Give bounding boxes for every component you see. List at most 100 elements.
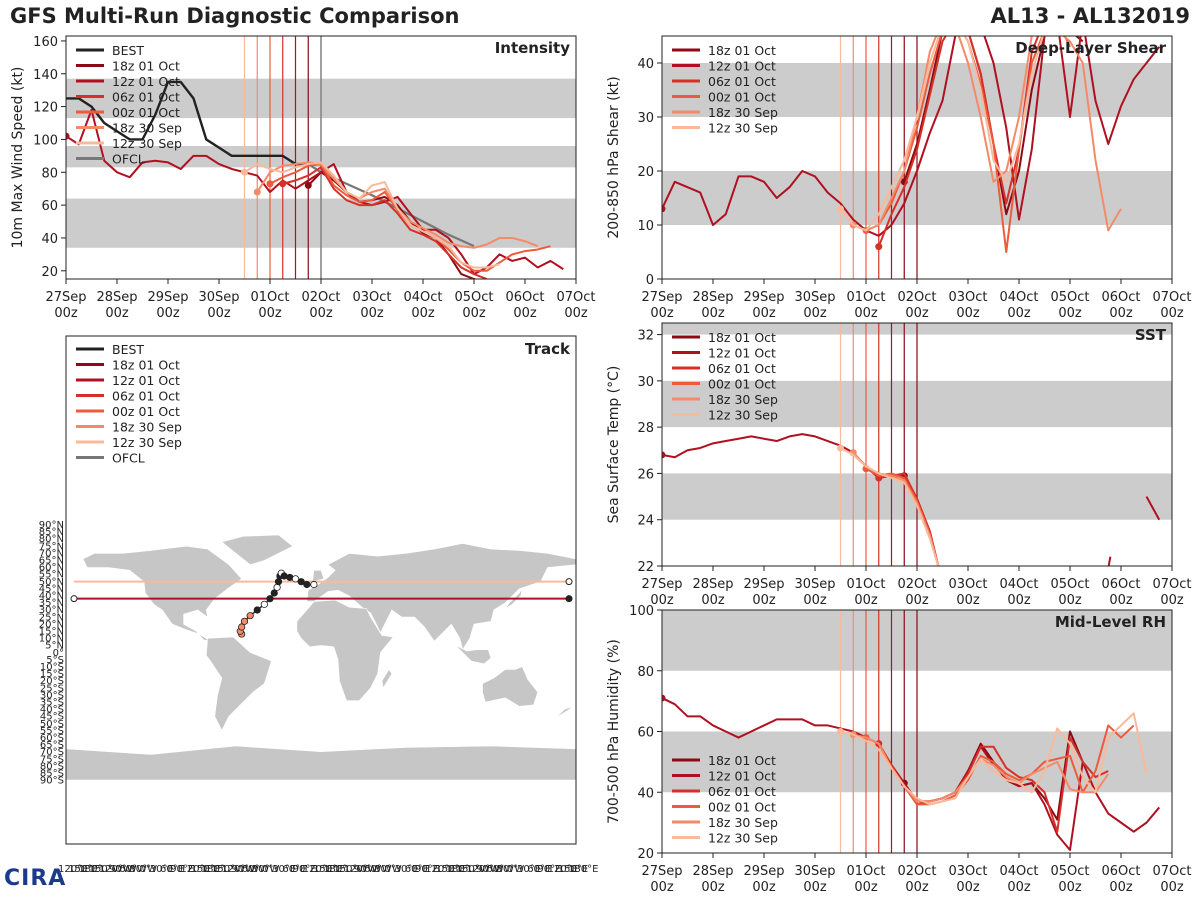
lat-label-26: 40°S <box>40 705 64 716</box>
intensity-xtick-sublabel-8: 00z <box>462 306 486 321</box>
sst-xtick-sublabel-7: 00z <box>1007 593 1031 608</box>
rh-ytick-label-0: 20 <box>637 847 654 862</box>
shear-xtick-label-3: 30Sep <box>794 290 835 305</box>
shear-xtick-label-8: 05Oct <box>1050 290 1089 305</box>
cira-logo: CIRA <box>4 866 67 891</box>
lat-label-34: 80°S <box>40 761 64 772</box>
shear-xtick-sublabel-10: 00z <box>1160 306 1184 321</box>
intensity-ytick-label-4: 100 <box>33 133 58 148</box>
lon-label-15: 150°W <box>211 864 245 875</box>
intensity-xtick-sublabel-3: 00z <box>207 306 231 321</box>
lon-label-11: 90°E <box>170 864 194 875</box>
sst-xtick-label-8: 05Oct <box>1050 577 1089 592</box>
lat-label-27: 45°S <box>40 712 64 723</box>
lat-label-30: 60°S <box>40 733 64 744</box>
lon-label-43: 30°W <box>497 864 525 875</box>
lat-label-22: 20°S <box>40 676 64 687</box>
intensity-legend-label-3: 06z 01 Oct <box>112 90 180 105</box>
lat-label-20: 10°S <box>40 662 64 673</box>
shear-xtick-sublabel-3: 00z <box>803 306 827 321</box>
shear-xtick-sublabel-5: 00z <box>905 306 929 321</box>
lon-label-31: 30°W <box>374 864 402 875</box>
shear-xtick-sublabel-6: 00z <box>956 306 980 321</box>
lat-label-28: 50°S <box>40 719 64 730</box>
intensity-xtick-label-4: 01Oct <box>250 290 289 305</box>
intensity-series-5-start-dot <box>266 180 274 188</box>
intensity-legend-label-1: 18z 01 Oct <box>112 59 180 74</box>
sst-series-1-start-dot <box>662 451 666 459</box>
intensity-xtick-sublabel-5: 00z <box>309 306 333 321</box>
lat-label-8: 50°N <box>39 577 64 588</box>
track-legend-label-1: 18z 01 Oct <box>112 358 180 373</box>
lon-label-30: 60°W <box>364 864 392 875</box>
lon-label-32: 0° <box>384 864 395 875</box>
rh-xtick-sublabel-6: 00z <box>956 880 980 895</box>
lon-label-18: 60°W <box>242 864 270 875</box>
lat-label-6: 60°N <box>39 563 64 574</box>
best-track-point-6 <box>260 600 268 608</box>
intensity-ytick-label-3: 80 <box>41 166 58 181</box>
lat-label-36: 90°S <box>40 776 64 787</box>
track-map <box>66 534 576 781</box>
best-track-point-2 <box>238 623 246 631</box>
sst-xtick-label-1: 28Sep <box>692 577 733 592</box>
intensity-series-6-start-dot <box>253 188 261 196</box>
sst-xtick-label-0: 27Sep <box>641 577 682 592</box>
sst-legend-label-2: 06z 01 Oct <box>708 361 776 376</box>
best-track-point-4 <box>246 612 254 620</box>
intensity-xtick-label-5: 02Oct <box>301 290 340 305</box>
sst-xtick-sublabel-0: 00z <box>650 593 674 608</box>
lon-label-20: 0° <box>262 864 273 875</box>
sst-xtick-label-10: 07Oct <box>1152 577 1191 592</box>
intensity-ylabel: 10m Max Wind Speed (kt) <box>10 67 26 249</box>
shear-xtick-label-7: 04Oct <box>999 290 1038 305</box>
rh-xtick-label-3: 30Sep <box>794 864 835 879</box>
sst-xtick-sublabel-10: 00z <box>1160 593 1184 608</box>
lat-label-10: 40°N <box>39 591 64 602</box>
intensity-xtick-sublabel-6: 00z <box>360 306 384 321</box>
best-track-point-8 <box>270 589 278 597</box>
lon-label-35: 90°E <box>415 864 439 875</box>
best-track-point-15 <box>291 575 300 583</box>
intensity-xtick-label-1: 28Sep <box>96 290 137 305</box>
shear-series-5 <box>839 36 1070 232</box>
shear-xtick-sublabel-1: 00z <box>701 306 725 321</box>
land-mass-1 <box>221 534 294 565</box>
track-end-point-1 <box>565 595 573 603</box>
rh-legend-label-5: 12z 30 Sep <box>708 831 778 846</box>
lat-label-32: 70°S <box>40 747 64 758</box>
rh-xtick-sublabel-3: 00z <box>803 880 827 895</box>
intensity-ytick-label-5: 120 <box>33 101 58 116</box>
lon-label-22: 60°E <box>282 864 306 875</box>
intensity-ytick-label-0: 20 <box>41 265 58 280</box>
lon-label-6: 60°W <box>119 864 147 875</box>
sst-ytick-label-2: 26 <box>637 467 654 482</box>
intensity-legend-label-6: 12z 30 Sep <box>112 136 182 151</box>
rh-xtick-label-9: 06Oct <box>1101 864 1140 879</box>
rh-legend-label-0: 18z 01 Oct <box>708 753 776 768</box>
land-mass-5 <box>482 666 539 707</box>
rh-xtick-sublabel-1: 00z <box>701 880 725 895</box>
lat-label-4: 70°N <box>39 548 64 559</box>
sst-xtick-label-9: 06Oct <box>1101 577 1140 592</box>
track-legend-label-2: 12z 01 Oct <box>112 373 180 388</box>
lon-label-29: 90°W <box>354 864 382 875</box>
lat-label-2: 80°N <box>39 534 64 545</box>
lon-label-23: 90°E <box>293 864 317 875</box>
rh-xtick-sublabel-5: 00z <box>905 880 929 895</box>
lon-label-42: 60°W <box>486 864 514 875</box>
lon-label-7: 30°W <box>129 864 157 875</box>
shear-xtick-label-1: 28Sep <box>692 290 733 305</box>
sst-panel: 22242628303227Sep00z28Sep00z29Sep00z30Se… <box>606 322 1192 608</box>
track-legend-label-0: BEST <box>112 342 144 357</box>
sst-series <box>662 433 1161 566</box>
rh-legend-label-2: 06z 01 Oct <box>708 784 776 799</box>
lon-label-44: 0° <box>507 864 518 875</box>
intensity-xtick-sublabel-7: 00z <box>411 306 435 321</box>
best-track-point-17 <box>303 580 311 589</box>
rh-xtick-sublabel-7: 00z <box>1007 880 1031 895</box>
shear-ytick-label-3: 30 <box>637 111 654 126</box>
shear-xtick-sublabel-7: 00z <box>1007 306 1031 321</box>
shear-xtick-sublabel-9: 00z <box>1109 306 1133 321</box>
